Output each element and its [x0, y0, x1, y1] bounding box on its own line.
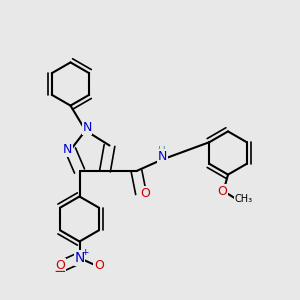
Text: O: O	[94, 259, 104, 272]
Text: N: N	[63, 143, 72, 156]
Text: N: N	[82, 121, 92, 134]
Text: CH₃: CH₃	[235, 194, 253, 205]
Text: O: O	[140, 187, 150, 200]
Text: H: H	[158, 146, 166, 156]
Text: O: O	[55, 259, 65, 272]
Text: N: N	[74, 251, 85, 265]
Text: −: −	[54, 264, 66, 279]
Text: O: O	[217, 184, 227, 198]
Text: N: N	[158, 149, 167, 163]
Text: +: +	[81, 248, 89, 257]
